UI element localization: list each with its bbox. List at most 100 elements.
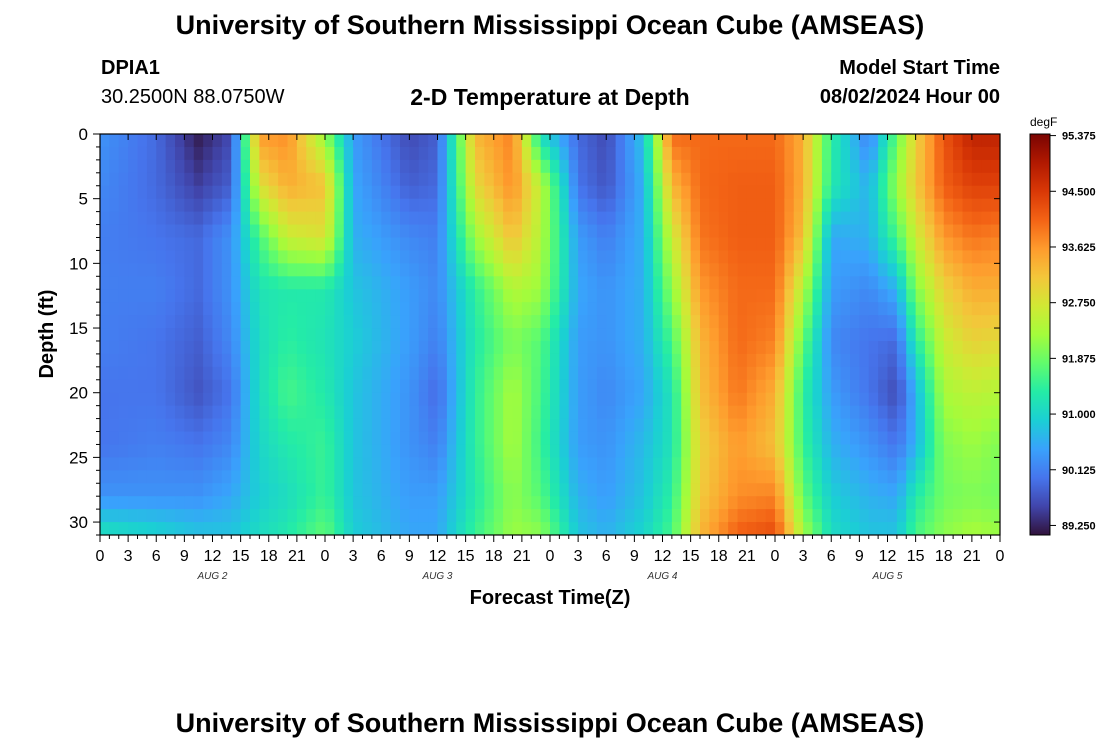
heatmap-cell [521, 509, 532, 523]
heatmap-cell [334, 431, 345, 446]
heatmap-cell [212, 444, 223, 458]
heatmap-cell [343, 366, 354, 381]
heatmap-cell [296, 392, 307, 407]
heatmap-cell [756, 483, 767, 497]
heatmap-cell [934, 444, 945, 458]
heatmap-cell [400, 289, 410, 303]
heatmap-cell [400, 392, 410, 407]
heatmap-cell [456, 444, 467, 458]
heatmap-cell [146, 302, 157, 316]
heatmap-cell [906, 263, 917, 277]
heatmap-cell [756, 263, 767, 277]
day-label: AUG 4 [646, 571, 677, 582]
heatmap-cell [146, 366, 157, 381]
heatmap-cell [203, 159, 214, 174]
heatmap-cell [784, 146, 795, 161]
heatmap-cell [343, 340, 354, 355]
heatmap-cell [971, 418, 982, 433]
heatmap-cell [343, 185, 354, 200]
heatmap-cell [287, 302, 298, 316]
heatmap-cell [840, 250, 851, 264]
heatmap-cell [775, 470, 785, 484]
heatmap-cell [925, 457, 935, 471]
heatmap-cell [606, 418, 617, 433]
heatmap-cell [550, 185, 560, 200]
colorbar-tick-label: 93.625 [1062, 242, 1096, 254]
heatmap-cell [756, 379, 767, 394]
heatmap-cell [531, 509, 542, 523]
heatmap-cell [793, 315, 804, 329]
heatmap-cell [221, 366, 232, 381]
heatmap-cell [437, 315, 448, 329]
heatmap-cell [681, 315, 692, 329]
heatmap-cell [831, 315, 842, 329]
heatmap-cell [718, 379, 729, 394]
heatmap-cell [400, 172, 410, 187]
heatmap-cell [240, 328, 251, 342]
heatmap-cell [765, 340, 776, 355]
heatmap-cell [362, 444, 373, 458]
heatmap-cell [643, 224, 654, 239]
heatmap-cell [175, 185, 185, 200]
heatmap-cell [418, 470, 429, 484]
heatmap-cell [643, 405, 654, 420]
heatmap-cell [503, 302, 514, 316]
heatmap-cell [793, 392, 804, 407]
heatmap-cell [728, 483, 739, 497]
heatmap-cell [100, 263, 110, 277]
heatmap-cell [165, 496, 176, 510]
heatmap-cell [100, 146, 110, 161]
heatmap-cell [812, 483, 823, 497]
heatmap-cell [671, 146, 682, 161]
heatmap-cell [165, 263, 176, 277]
heatmap-cell [896, 509, 907, 523]
heatmap-cell [165, 211, 176, 226]
heatmap-cell [925, 444, 935, 458]
heatmap-cell [653, 276, 664, 290]
heatmap-cell [287, 289, 298, 303]
heatmap-cell [371, 224, 382, 239]
x-tick-label: 12 [879, 548, 897, 565]
heatmap-cell [250, 379, 260, 394]
heatmap-cell [446, 457, 457, 471]
heatmap-cell [334, 276, 345, 290]
heatmap-cell [906, 470, 917, 484]
heatmap-cell [400, 366, 410, 381]
heatmap-cell [315, 302, 326, 316]
heatmap-cell [615, 237, 626, 252]
heatmap-cell [221, 159, 232, 174]
heatmap-cell [268, 289, 279, 303]
heatmap-cell [887, 431, 898, 446]
heatmap-cell [118, 224, 129, 239]
heatmap-cell [793, 379, 804, 394]
heatmap-cell [353, 237, 364, 252]
heatmap-cell [475, 185, 485, 200]
x-tick-label: 6 [377, 548, 386, 565]
heatmap-cell [118, 211, 129, 226]
heatmap-cell [531, 134, 542, 148]
heatmap-cell [775, 159, 785, 174]
heatmap-cell [653, 431, 664, 446]
heatmap-cell [259, 185, 270, 200]
heatmap-cell [709, 379, 720, 394]
heatmap-cell [315, 172, 326, 187]
heatmap-cell [568, 522, 579, 535]
heatmap-cell [118, 353, 129, 368]
heatmap-cell [821, 289, 832, 303]
heatmap-cell [409, 522, 420, 535]
heatmap-cell [578, 185, 589, 200]
heatmap-cell [606, 289, 617, 303]
heatmap-cell [803, 224, 814, 239]
heatmap-cell [634, 353, 645, 368]
heatmap-cell [578, 250, 589, 264]
heatmap-cell [953, 328, 964, 342]
heatmap-cell [118, 263, 129, 277]
heatmap-cell [615, 522, 626, 535]
heatmap-cell [821, 198, 832, 213]
heatmap-cell [250, 457, 260, 471]
heatmap-cell [465, 522, 476, 535]
heatmap-cell [550, 392, 560, 407]
x-tick-label: 18 [710, 548, 728, 565]
heatmap-cell [550, 444, 560, 458]
heatmap-cell [953, 353, 964, 368]
